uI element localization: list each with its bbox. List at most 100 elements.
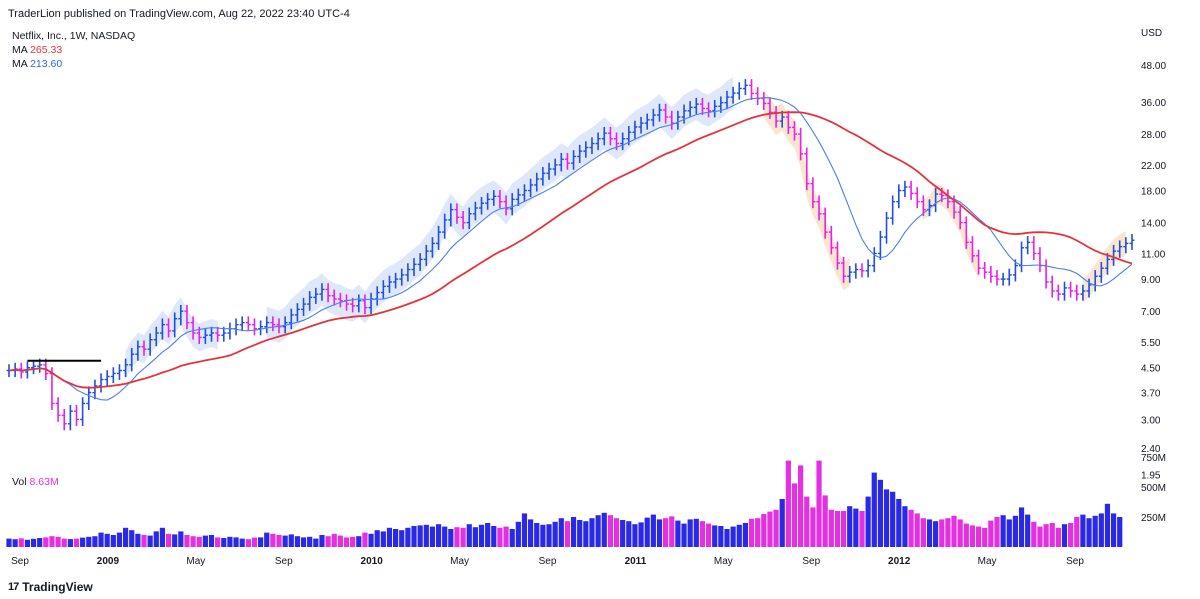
volume-axis: 750M 500M 250M bbox=[1141, 453, 1166, 524]
volume-bar bbox=[1080, 514, 1086, 547]
volume-bar bbox=[669, 516, 675, 547]
price-bar bbox=[791, 121, 797, 141]
volume-bar bbox=[828, 509, 834, 547]
price-bar bbox=[1098, 261, 1104, 283]
volume-bar bbox=[699, 521, 706, 547]
price-bar bbox=[202, 328, 208, 344]
ma-fast-legend[interactable]: MA 213.60 bbox=[12, 57, 135, 71]
volume-bar bbox=[202, 535, 208, 547]
time-tick-label: 2012 bbox=[888, 556, 911, 567]
volume-bar bbox=[110, 535, 116, 547]
price-tick-label: 22.00 bbox=[1141, 161, 1166, 172]
price-bar bbox=[1080, 284, 1086, 301]
volume-bar bbox=[172, 534, 178, 547]
volume-bar bbox=[190, 536, 196, 547]
price-bar bbox=[129, 347, 135, 372]
price-bar bbox=[1043, 259, 1049, 289]
volume-bar bbox=[761, 514, 767, 547]
price-bar bbox=[583, 141, 589, 158]
price-bar bbox=[595, 132, 601, 151]
price-bar bbox=[31, 359, 37, 375]
volume-bar bbox=[6, 538, 12, 547]
volume-bar bbox=[718, 526, 724, 547]
price-bar bbox=[288, 308, 294, 330]
price-bar bbox=[86, 386, 92, 410]
volume-bar bbox=[491, 526, 497, 547]
price-bar bbox=[423, 244, 429, 266]
price-bar bbox=[620, 132, 626, 151]
price-bar bbox=[638, 116, 644, 134]
price-bar bbox=[798, 127, 804, 161]
price-bar bbox=[687, 101, 693, 118]
volume-bar bbox=[779, 499, 785, 547]
volume-bar bbox=[705, 523, 712, 547]
time-tick-label: Sep bbox=[1066, 556, 1084, 567]
volume-bar bbox=[319, 535, 325, 547]
price-bar bbox=[884, 211, 890, 244]
time-tick-label: May bbox=[978, 556, 997, 567]
price-bar bbox=[460, 211, 466, 230]
time-tick-label: Sep bbox=[275, 556, 293, 567]
volume-bar bbox=[914, 513, 920, 547]
volume-legend[interactable]: Vol 8.63M bbox=[12, 476, 59, 488]
volume-bar bbox=[313, 538, 319, 547]
price-bar bbox=[515, 188, 521, 206]
price-bar bbox=[736, 82, 742, 100]
price-bar bbox=[890, 195, 896, 225]
price-bar bbox=[1086, 278, 1092, 298]
volume-bar bbox=[343, 537, 350, 547]
price-bar bbox=[67, 404, 73, 431]
price-bar bbox=[123, 358, 129, 378]
price-bar bbox=[644, 113, 650, 130]
volume-bars bbox=[6, 460, 1123, 547]
volume-bar bbox=[742, 523, 748, 547]
price-bar bbox=[417, 253, 423, 271]
pullback-highlight bbox=[923, 184, 979, 279]
price-bar bbox=[534, 172, 540, 192]
volume-bar bbox=[37, 538, 43, 547]
tradingview-footer[interactable]: 17 TradingView bbox=[8, 580, 93, 594]
volume-bar bbox=[644, 517, 650, 547]
price-bar bbox=[1074, 284, 1080, 301]
volume-bar bbox=[859, 511, 865, 547]
volume-bar bbox=[883, 489, 890, 547]
volume-bar bbox=[411, 526, 417, 547]
volume-bar bbox=[300, 537, 307, 547]
price-bar bbox=[571, 150, 577, 170]
volume-bar bbox=[1043, 524, 1049, 547]
volume-bar bbox=[1061, 524, 1068, 547]
volume-bar bbox=[521, 513, 528, 547]
price-bar bbox=[669, 110, 675, 130]
volume-bar bbox=[988, 520, 994, 547]
symbol-title[interactable]: Netflix, Inc., 1W, NASDAQ bbox=[12, 30, 136, 42]
price-bar bbox=[325, 283, 331, 303]
price-bar bbox=[479, 196, 485, 215]
price-bar bbox=[1111, 244, 1117, 266]
price-bar bbox=[841, 256, 847, 283]
price-bar bbox=[331, 289, 337, 306]
volume-bar bbox=[399, 530, 405, 547]
price-bar bbox=[896, 184, 902, 209]
volume-bar bbox=[933, 521, 939, 547]
trend-highlights bbox=[125, 77, 1126, 379]
volume-bar bbox=[957, 519, 963, 547]
price-bar bbox=[448, 203, 454, 227]
price-bar bbox=[1104, 253, 1110, 275]
volume-bar bbox=[1000, 515, 1006, 547]
volume-bar bbox=[620, 520, 626, 547]
volume-bar bbox=[730, 526, 736, 547]
price-bar bbox=[472, 201, 478, 221]
price-bar bbox=[521, 184, 527, 202]
time-tick-label: May bbox=[186, 556, 205, 567]
price-bar bbox=[749, 79, 755, 100]
price-bar bbox=[116, 364, 122, 380]
price-bar bbox=[264, 316, 270, 334]
price-bar bbox=[74, 404, 80, 426]
price-bar bbox=[601, 126, 607, 146]
ma-slow-legend[interactable]: MA 265.33 bbox=[12, 43, 135, 57]
ma-fast-line bbox=[8, 97, 1133, 401]
price-tick-label: 3.00 bbox=[1141, 415, 1161, 426]
volume-bar bbox=[534, 523, 540, 547]
volume-bar bbox=[1031, 521, 1037, 547]
